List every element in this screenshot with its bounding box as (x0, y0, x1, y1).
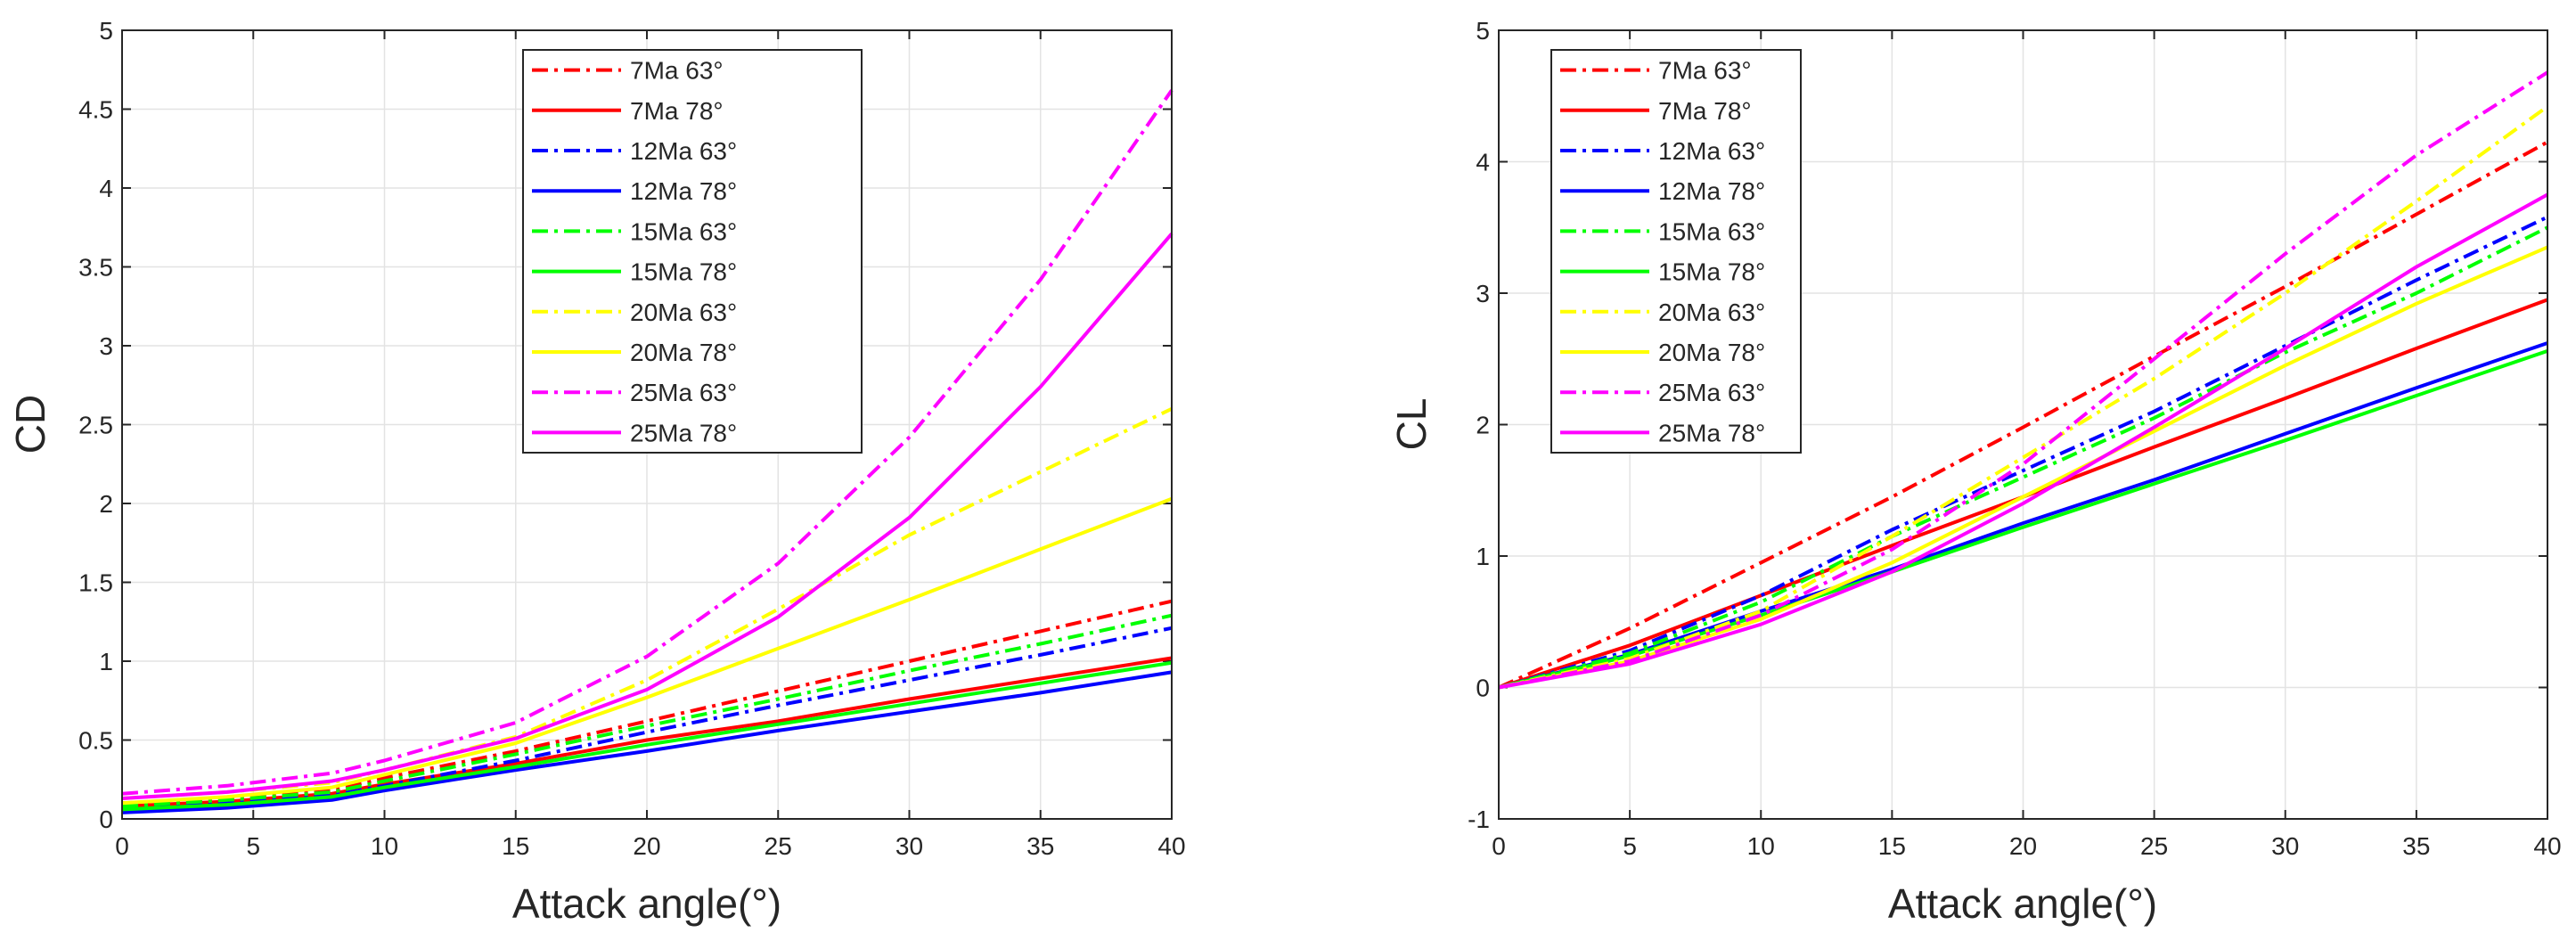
cd-legend-label-7ma-78deg: 7Ma 78° (630, 97, 724, 125)
cl-x-tick-label: 25 (2140, 832, 2168, 860)
cd-legend-label-25ma-63deg: 25Ma 63° (630, 379, 737, 406)
cl-legend-label-12ma-78deg: 12Ma 78° (1658, 177, 1765, 205)
cd-y-tick-label: 3.5 (78, 254, 113, 282)
cd-series-20ma-78deg (121, 496, 1173, 806)
cd-y-tick-label: 1 (99, 648, 113, 675)
cl-x-tick-labels: 0 5 10 15 20 25 30 35 40 (1492, 832, 2561, 860)
cl-y-tick-label: 1 (1476, 543, 1490, 570)
cd-series-7ma-63deg (121, 599, 1173, 806)
cl-x-axis-title: Attack angle(°) (1888, 880, 2157, 927)
cd-x-tick-label: 5 (246, 832, 260, 860)
cl-legend-label-20ma-78deg: 20Ma 78° (1658, 339, 1765, 366)
cl-x-tick-label: 15 (1878, 832, 1906, 860)
cd-axes-box (121, 29, 1173, 820)
cl-series-7ma-63deg (1498, 140, 2548, 690)
cd-legend: 7Ma 63° 7Ma 78° 12Ma 63° 12Ma 78° 15Ma 63° 15… (522, 49, 863, 454)
cd-series-25ma-78deg (121, 232, 1174, 800)
cl-series-lines (1498, 70, 2549, 690)
cl-legend-label-12ma-63deg: 12Ma 63° (1658, 137, 1765, 165)
cl-axes-box (1498, 29, 2548, 820)
cl-series-20ma-63deg (1498, 104, 2549, 690)
cd-x-tick-label: 40 (1157, 832, 1185, 860)
cl-legend-label-7ma-78deg: 7Ma 78° (1658, 97, 1752, 125)
cd-y-tick-label: 5 (99, 17, 113, 45)
cl-y-tick-label: 5 (1476, 17, 1490, 45)
cd-series-15ma-63deg (121, 613, 1173, 808)
cd-chart-panel: 0 5 10 15 20 25 30 35 40 0 0.5 1 1.5 2 2.5 3 3.5 4 4.5 5 A… (7, 17, 1186, 927)
cl-legend-label-15ma-78deg: 15Ma 78° (1658, 258, 1765, 286)
cd-legend-box (522, 49, 863, 454)
cd-legend-label-12ma-78deg: 12Ma 78° (630, 177, 737, 205)
cd-series-15ma-78deg (121, 660, 1173, 812)
cd-x-tick-label: 35 (1026, 832, 1054, 860)
cl-series-15ma-63deg (1498, 225, 2548, 690)
cd-x-tick-label: 10 (371, 832, 398, 860)
cl-y-tick-label: 2 (1476, 412, 1490, 439)
cl-series-15ma-78deg (1498, 349, 2548, 690)
cd-legend-label-7ma-63deg: 7Ma 63° (630, 57, 724, 85)
cl-series-12ma-78deg (1498, 341, 2548, 690)
cl-legend-label-15ma-63deg: 15Ma 63° (1658, 217, 1765, 245)
cl-legend-box (1550, 49, 1802, 454)
cd-y-tick-labels: 0 0.5 1 1.5 2 2.5 3 3.5 4 4.5 5 (78, 17, 113, 833)
cl-y-axis-title: CL (1388, 398, 1435, 451)
cl-y-tick-label: 0 (1476, 675, 1490, 702)
cd-series-7ma-78deg (121, 656, 1173, 808)
cd-y-tick-label: 2.5 (78, 412, 113, 439)
cl-legend-label-25ma-63deg: 25Ma 63° (1658, 379, 1765, 406)
cd-y-axis-title: CD (7, 395, 53, 454)
cl-legend-label-7ma-63deg: 7Ma 63° (1658, 57, 1752, 85)
cl-y-tick-labels: -1 0 1 2 3 4 5 (1468, 17, 1490, 833)
cl-series-12ma-63deg (1498, 215, 2548, 690)
cl-y-tick-label: 4 (1476, 149, 1490, 176)
cd-x-tick-label: 0 (115, 832, 129, 860)
cl-legend: 7Ma 63° 7Ma 78° 12Ma 63° 12Ma 78° 15Ma 63° 15… (1550, 49, 1802, 454)
cd-legend-label-12ma-63deg: 12Ma 63° (630, 137, 737, 165)
cd-y-tick-label: 4 (99, 175, 113, 202)
cd-y-tick-label: 0 (99, 806, 113, 833)
cd-y-tick-label: 1.5 (78, 569, 113, 597)
cl-legend-label-20ma-63deg: 20Ma 63° (1658, 299, 1765, 326)
cd-series-12ma-63deg (121, 626, 1173, 812)
cl-legend-label-25ma-78deg: 25Ma 78° (1658, 419, 1765, 446)
cd-series-12ma-78deg (121, 670, 1173, 814)
cd-y-tick-label: 3 (99, 332, 113, 360)
cd-x-tick-label: 25 (765, 832, 792, 860)
cd-legend-label-25ma-78deg: 25Ma 78° (630, 419, 737, 446)
cd-y-tick-label: 2 (99, 490, 113, 518)
cd-legend-label-15ma-63deg: 15Ma 63° (630, 217, 737, 245)
cl-series-25ma-78deg (1498, 192, 2548, 690)
cl-x-tick-label: 30 (2271, 832, 2299, 860)
cd-x-tick-label: 15 (502, 832, 529, 860)
cd-x-tick-labels: 0 5 10 15 20 25 30 35 40 (115, 832, 1185, 860)
cl-x-tick-label: 35 (2402, 832, 2430, 860)
cl-y-tick-label: 3 (1476, 280, 1490, 307)
cl-x-tick-label: 0 (1492, 832, 1506, 860)
cl-x-tick-label: 40 (2533, 832, 2561, 860)
cl-x-tick-label: 10 (1747, 832, 1775, 860)
cl-series-20ma-78deg (1498, 245, 2548, 690)
cd-legend-label-20ma-78deg: 20Ma 78° (630, 339, 737, 366)
cd-y-tick-label: 0.5 (78, 727, 113, 755)
cl-y-tick-label: -1 (1468, 806, 1490, 833)
cd-y-tick-label: 4.5 (78, 96, 113, 124)
cd-x-tick-label: 30 (895, 832, 923, 860)
cl-x-tick-label: 5 (1623, 832, 1637, 860)
cd-x-axis-title: Attack angle(°) (512, 880, 781, 927)
cd-legend-label-20ma-63deg: 20Ma 63° (630, 299, 737, 326)
cd-series-lines (121, 89, 1174, 814)
cl-x-tick-label: 20 (2009, 832, 2037, 860)
cd-legend-label-15ma-78deg: 15Ma 78° (630, 258, 737, 286)
cd-x-tick-label: 20 (633, 832, 660, 860)
